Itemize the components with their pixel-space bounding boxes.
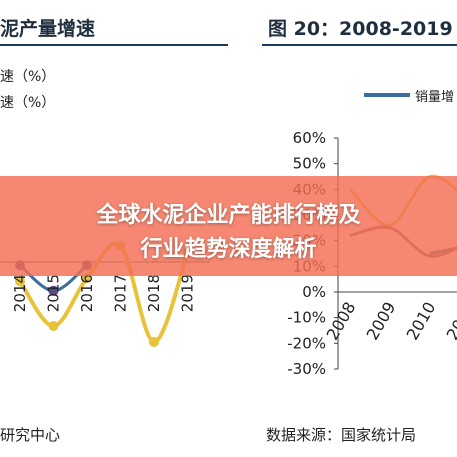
right-panel-title: 图 20：2008-2019 — [268, 18, 453, 40]
right-y-tick-label: -30% — [287, 360, 326, 378]
left-source-note: 研究中心 — [0, 426, 61, 444]
left-series-2-point — [149, 337, 159, 347]
left-panel-title: 泥产量增速 — [0, 18, 96, 40]
right-source-note: 数据来源：国家统计局 — [266, 426, 417, 444]
right-x-tick-label: 2009 — [363, 299, 400, 344]
right-y-tick-label: -20% — [287, 334, 326, 352]
right-y-tick-label: 0% — [302, 283, 326, 301]
left-series-2-point — [15, 276, 25, 287]
left-legend-entry-1: 速（%） — [0, 69, 56, 85]
right-x-tick-label: 2010 — [403, 299, 440, 344]
left-x-tick-label: 2016 — [78, 274, 96, 312]
left-x-tick-label: 2018 — [145, 274, 163, 312]
right-y-tick-label: 60% — [293, 129, 326, 147]
left-title-rule — [0, 44, 228, 46]
right-x-tick-label: 2008 — [323, 299, 360, 344]
left-series-1-point — [48, 285, 59, 296]
left-x-tick-label: 2019 — [179, 274, 197, 312]
banner-title-line-1: 全球水泥企业产能排行榜及 — [96, 203, 361, 228]
left-x-tick-label: 2017 — [112, 274, 130, 312]
left-legend-entry-2: 速（%） — [0, 95, 56, 111]
left-series-2-point — [48, 321, 59, 331]
title-banner — [0, 176, 457, 276]
banner-title-line-2: 行业趋势深度解析 — [140, 237, 317, 262]
right-x-tick-label: 2011 — [443, 299, 457, 344]
right-title-rule — [262, 44, 457, 46]
left-x-tick-label: 2015 — [45, 274, 63, 312]
left-x-tick-label: 2014 — [11, 274, 29, 312]
right-y-tick-label: 50% — [293, 155, 326, 173]
right-y-tick-label: -10% — [287, 309, 326, 327]
right-legend-label: 销量增 — [415, 90, 455, 105]
